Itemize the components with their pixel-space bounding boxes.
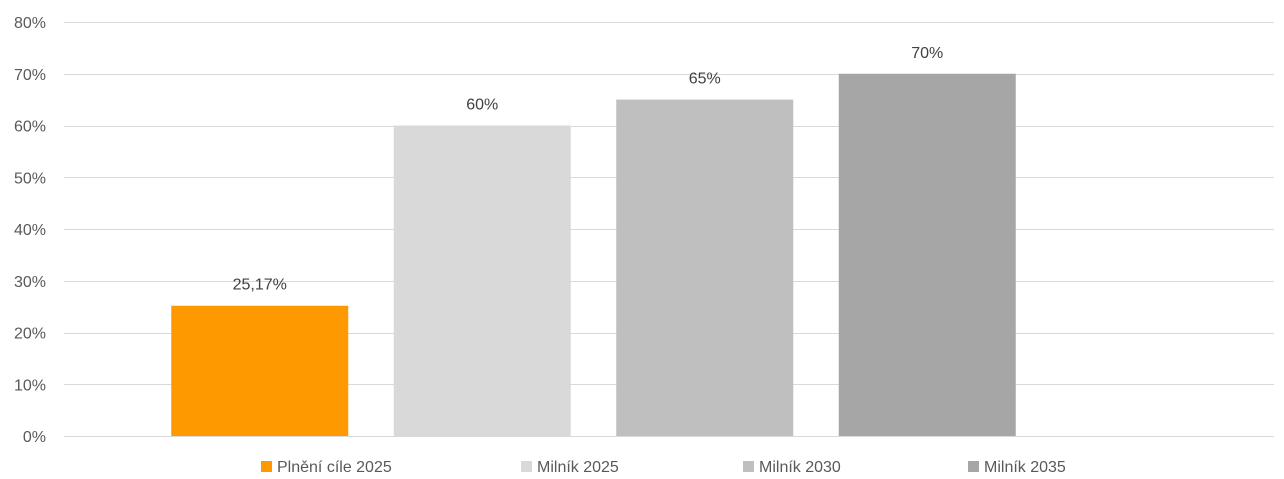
legend-swatch-1 <box>261 461 272 472</box>
bar-2 <box>393 125 571 436</box>
y-tick-label-40: 40% <box>14 222 46 239</box>
y-tick-label-10: 10% <box>14 377 46 394</box>
legend-label-3: Milník 2030 <box>759 459 841 476</box>
y-tick-label-70: 70% <box>14 67 46 84</box>
y-tick-label-30: 30% <box>14 274 46 291</box>
bar-1 <box>171 305 349 436</box>
legend-swatch-2 <box>521 461 532 472</box>
data-label-3: 65% <box>689 71 721 88</box>
legend-swatch-3 <box>743 461 754 472</box>
bar-4 <box>838 73 1016 436</box>
legend-label-1: Plnění cíle 2025 <box>277 459 392 476</box>
data-label-1: 25,17% <box>233 277 287 294</box>
y-tick-label-0: 0% <box>23 429 46 446</box>
legend-swatch-4 <box>968 461 979 472</box>
legend-label-4: Milník 2035 <box>984 459 1066 476</box>
data-labels: 25,17% 60% 65% 70% <box>233 45 944 294</box>
y-tick-label-50: 50% <box>14 170 46 187</box>
legend-label-2: Milník 2025 <box>537 459 619 476</box>
y-tick-label-80: 80% <box>14 15 46 32</box>
y-tick-label-20: 20% <box>14 326 46 343</box>
y-tick-label-60: 60% <box>14 119 46 136</box>
legend: Plnění cíle 2025 Milník 2025 Milník 2030 Mi… <box>261 459 1066 476</box>
bar-3 <box>616 99 794 436</box>
data-label-2: 60% <box>466 97 498 114</box>
bars <box>171 73 1016 436</box>
data-label-4: 70% <box>911 45 943 62</box>
y-axis-ticks: 0% 10% 20% 30% 40% 50% 60% 70% 80% <box>14 15 46 446</box>
